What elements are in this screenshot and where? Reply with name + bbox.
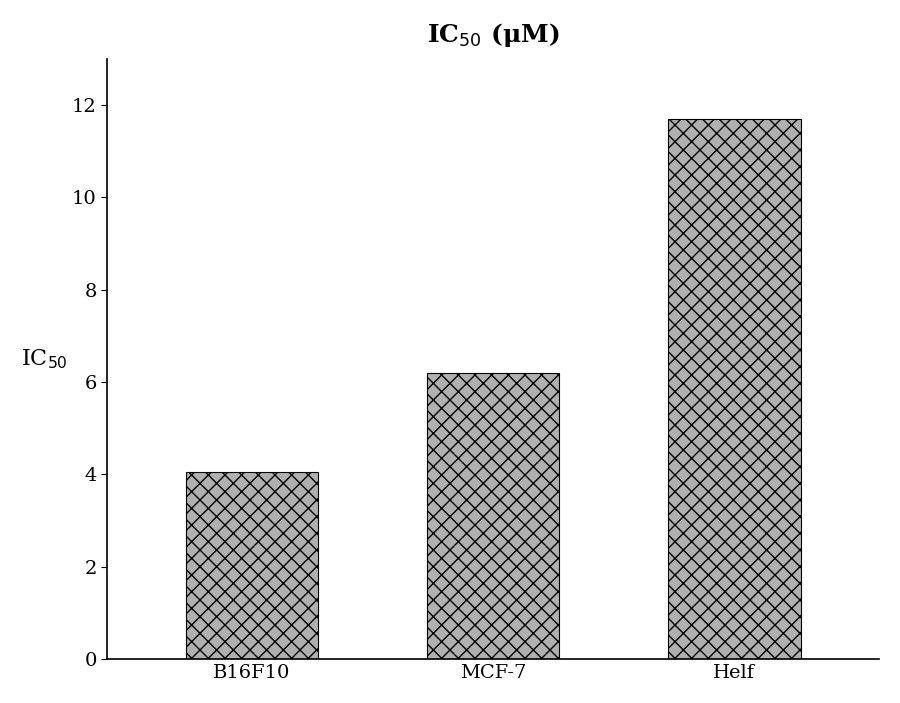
Bar: [427, 373, 560, 659]
Bar: [185, 472, 319, 659]
Title: IC$_{50}$ (μM): IC$_{50}$ (μM): [427, 21, 560, 49]
Y-axis label: IC$_{50}$: IC$_{50}$: [21, 347, 68, 370]
Bar: [668, 119, 801, 659]
